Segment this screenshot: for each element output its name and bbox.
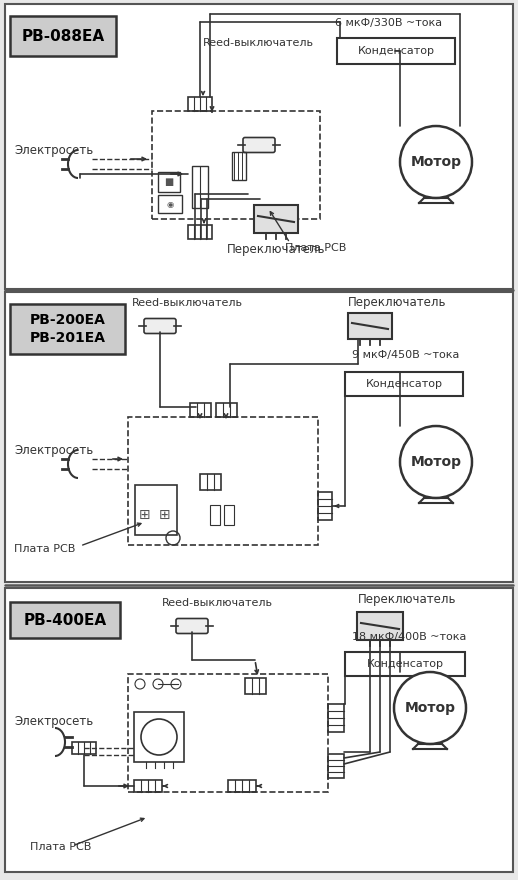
- Bar: [10, 304, 125, 354]
- Bar: [345, 372, 463, 396]
- Text: PB-200EA
PB-201EA: PB-200EA PB-201EA: [30, 312, 106, 345]
- Ellipse shape: [400, 126, 472, 198]
- Ellipse shape: [394, 672, 466, 744]
- Bar: [232, 152, 246, 180]
- Bar: [190, 403, 211, 417]
- Bar: [128, 417, 318, 545]
- Text: PB-400EA: PB-400EA: [23, 612, 107, 627]
- Bar: [158, 172, 180, 192]
- Text: Reed-выключатель: Reed-выключатель: [203, 38, 314, 48]
- Bar: [72, 742, 96, 754]
- Bar: [348, 313, 392, 339]
- Text: Reed-выключатель: Reed-выключатель: [162, 598, 273, 608]
- Bar: [254, 205, 298, 233]
- Bar: [357, 612, 403, 640]
- Bar: [345, 652, 465, 676]
- Bar: [328, 704, 344, 732]
- Text: Плата PCB: Плата PCB: [30, 842, 91, 852]
- Bar: [245, 678, 266, 694]
- Bar: [134, 712, 184, 762]
- Text: Конденсатор: Конденсатор: [367, 659, 443, 669]
- Text: Электросеть: Электросеть: [14, 715, 93, 728]
- Bar: [210, 505, 220, 525]
- Text: Электросеть: Электросеть: [14, 144, 93, 157]
- Text: PB-088EA: PB-088EA: [21, 28, 105, 43]
- FancyBboxPatch shape: [144, 319, 176, 334]
- Text: Плата PCB: Плата PCB: [14, 544, 76, 554]
- Text: Переключатель: Переключатель: [227, 243, 325, 256]
- Text: ◉: ◉: [166, 200, 174, 209]
- Text: Мотор: Мотор: [410, 155, 462, 169]
- Text: ■: ■: [164, 177, 174, 187]
- Bar: [152, 111, 320, 219]
- Text: ⊞: ⊞: [159, 508, 171, 522]
- Bar: [192, 166, 208, 208]
- Text: Конденсатор: Конденсатор: [366, 379, 442, 389]
- Bar: [200, 474, 221, 490]
- Bar: [158, 195, 182, 213]
- Bar: [10, 602, 120, 638]
- Bar: [337, 38, 455, 64]
- Bar: [216, 403, 237, 417]
- Text: Плата PCB: Плата PCB: [285, 243, 347, 253]
- Text: Конденсатор: Конденсатор: [357, 46, 435, 56]
- Bar: [128, 674, 328, 792]
- Text: 6 мкФ/330В ~тока: 6 мкФ/330В ~тока: [335, 18, 442, 28]
- Text: Электросеть: Электросеть: [14, 444, 93, 457]
- Bar: [10, 16, 116, 56]
- Text: Мотор: Мотор: [405, 701, 455, 715]
- Bar: [5, 292, 513, 582]
- Bar: [188, 97, 212, 111]
- Text: Переключатель: Переключатель: [358, 593, 456, 606]
- Bar: [328, 754, 344, 778]
- Text: Мотор: Мотор: [410, 455, 462, 469]
- Bar: [224, 505, 234, 525]
- Bar: [5, 4, 513, 289]
- FancyBboxPatch shape: [176, 619, 208, 634]
- Ellipse shape: [400, 426, 472, 498]
- Bar: [188, 225, 212, 239]
- Text: 18 мкФ/400В ~тока: 18 мкФ/400В ~тока: [352, 632, 466, 642]
- Text: Переключатель: Переключатель: [348, 296, 447, 309]
- Bar: [228, 780, 256, 792]
- Bar: [5, 588, 513, 872]
- Bar: [135, 485, 177, 535]
- Text: Reed-выключатель: Reed-выключатель: [132, 298, 243, 308]
- Bar: [134, 780, 162, 792]
- Text: ⊞: ⊞: [139, 508, 151, 522]
- FancyBboxPatch shape: [243, 137, 275, 152]
- Text: 9 мкФ/450В ~тока: 9 мкФ/450В ~тока: [352, 350, 459, 360]
- Bar: [318, 492, 332, 520]
